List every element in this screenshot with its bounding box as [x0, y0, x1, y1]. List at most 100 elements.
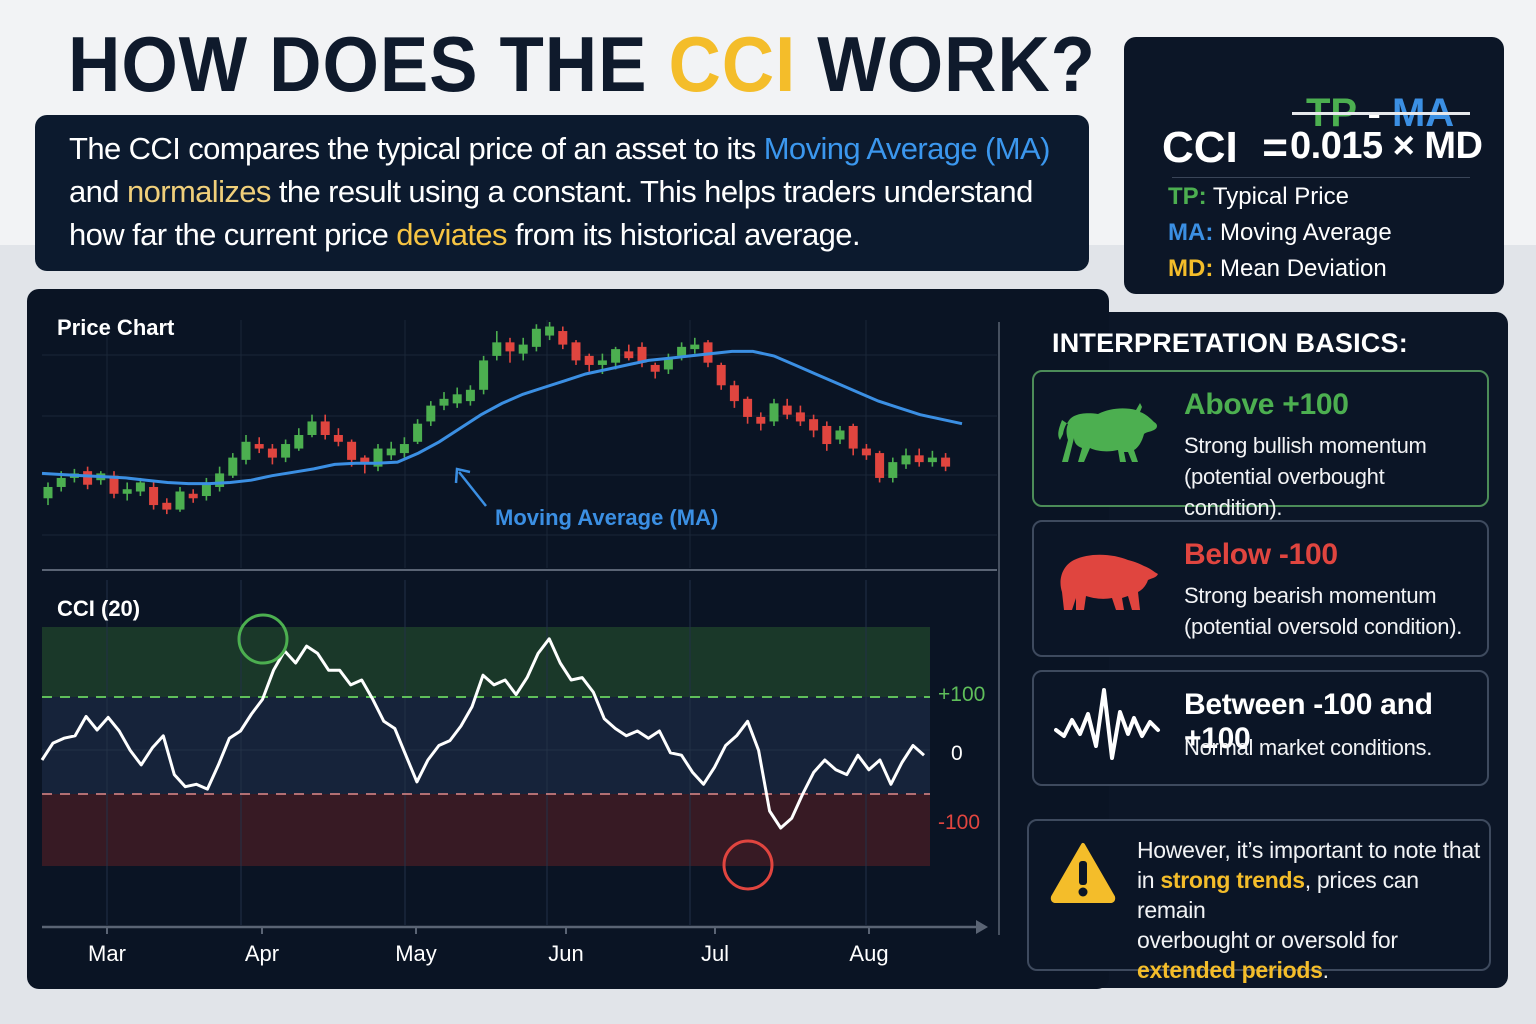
- candle: [571, 340, 581, 365]
- candle: [716, 362, 726, 390]
- candle: [149, 482, 159, 510]
- candle: [518, 337, 528, 361]
- candlesticks: [43, 322, 951, 515]
- formula-box: CCI = TP - MA 0.015 × MD TP: Typical Pri…: [1124, 37, 1504, 294]
- candle: [861, 444, 871, 460]
- candle: [228, 453, 238, 478]
- intro-line-1: The CCI compares the typical price of an…: [69, 131, 1050, 166]
- candle: [769, 398, 779, 426]
- card-heading: Below -100: [1184, 538, 1338, 571]
- price-chart-title: Price Chart: [57, 315, 175, 340]
- title-text-end: WORK?: [796, 20, 1096, 108]
- card-description: Strong bullish momentum (potential overb…: [1184, 433, 1427, 520]
- candle: [822, 421, 832, 451]
- month-label: Jun: [548, 941, 583, 966]
- candle: [584, 353, 594, 372]
- candle: [43, 482, 53, 506]
- month-label: Mar: [88, 941, 126, 966]
- candle: [875, 450, 885, 483]
- candle: [294, 428, 304, 451]
- candle: [624, 344, 634, 361]
- interpretation-title: INTERPRETATION BASICS:: [1052, 328, 1408, 358]
- formula-lhs: CCI =: [1162, 123, 1288, 172]
- candle: [465, 385, 475, 406]
- candle: [413, 419, 423, 445]
- overbought-marker-icon: [237, 613, 289, 665]
- minus100-label: -100: [938, 811, 980, 834]
- intro-box: The CCI compares the typical price of an…: [35, 115, 1089, 271]
- ma-label: Moving Average (MA): [495, 505, 718, 530]
- overbought-zone: [42, 627, 930, 697]
- candle: [611, 346, 621, 370]
- candle: [809, 414, 819, 438]
- candle: [452, 387, 462, 408]
- candle: [888, 457, 898, 483]
- candle: [505, 337, 515, 363]
- candle: [333, 428, 343, 447]
- month-label: Jul: [701, 941, 729, 966]
- month-label: Aug: [849, 941, 888, 966]
- candle: [426, 401, 436, 426]
- candle: [109, 471, 119, 499]
- card-heading: Between -100 and +100: [1184, 688, 1433, 755]
- candle: [201, 477, 211, 501]
- price-grid: [42, 320, 997, 568]
- candle: [914, 448, 924, 467]
- legend-ma: MA: Moving Average: [1168, 219, 1392, 246]
- zero-label: 0: [951, 742, 963, 765]
- bear-icon: [1060, 554, 1158, 610]
- candle: [690, 337, 700, 354]
- candle: [320, 414, 330, 440]
- card-below-100: Below -100 Strong bearish momentum (pote…: [1032, 520, 1489, 657]
- card-heading: Above +100: [1184, 388, 1349, 421]
- candle: [254, 437, 264, 454]
- ma-arrow-icon: [454, 467, 487, 507]
- candle: [83, 466, 93, 490]
- candle: [267, 444, 277, 465]
- candle: [492, 331, 502, 361]
- candle: [941, 453, 951, 472]
- card-description: Strong bearish momentum (potential overs…: [1184, 583, 1463, 639]
- warning-icon: [1050, 843, 1116, 903]
- candle: [439, 392, 449, 411]
- legend-tp: TP: Typical Price: [1168, 183, 1349, 210]
- candle: [650, 362, 660, 379]
- candle: [795, 405, 805, 426]
- candle: [927, 450, 937, 467]
- candle: [848, 423, 858, 456]
- intro-line-2: and normalizes the result using a consta…: [69, 174, 1033, 209]
- card-between: Between -100 and +100 Normal market cond…: [1032, 670, 1489, 786]
- candle: [175, 486, 185, 512]
- cci-line: [40, 637, 925, 830]
- month-ticks: Mar Apr May Jun Jul Aug: [88, 927, 889, 966]
- candle: [743, 396, 753, 424]
- formula-legend: TP: Typical Price MA: Moving Average MD:…: [1168, 179, 1392, 287]
- candle: [188, 489, 198, 503]
- candle: [782, 398, 792, 420]
- candle: [901, 448, 911, 469]
- candle: [479, 355, 489, 395]
- intro-line-3: how far the current price deviates from …: [69, 217, 861, 252]
- x-axis-arrow-icon: [976, 920, 988, 934]
- card-description: Normal market conditions.: [1184, 735, 1433, 760]
- candle: [531, 324, 541, 352]
- candle: [729, 380, 739, 408]
- candle: [215, 466, 225, 492]
- plus100-label: +100: [938, 683, 985, 706]
- legend-md: MD: Mean Deviation: [1168, 255, 1387, 282]
- wave-icon: [1054, 688, 1160, 760]
- candle: [558, 326, 568, 350]
- candle: [281, 439, 291, 463]
- warning-text: However, it’s important to note that in …: [1137, 837, 1480, 983]
- oversold-zone: [42, 794, 930, 866]
- formula-divider: [1172, 177, 1470, 178]
- oversold-marker-icon: [722, 839, 774, 891]
- candle: [545, 322, 555, 341]
- candle: [373, 444, 383, 472]
- warning-box: However, it’s important to note that in …: [1027, 819, 1491, 983]
- fraction-bar: [1292, 112, 1470, 115]
- title-text: HOW DOES THE: [68, 20, 669, 108]
- month-label: May: [395, 941, 437, 966]
- cci-title: CCI (20): [57, 596, 140, 621]
